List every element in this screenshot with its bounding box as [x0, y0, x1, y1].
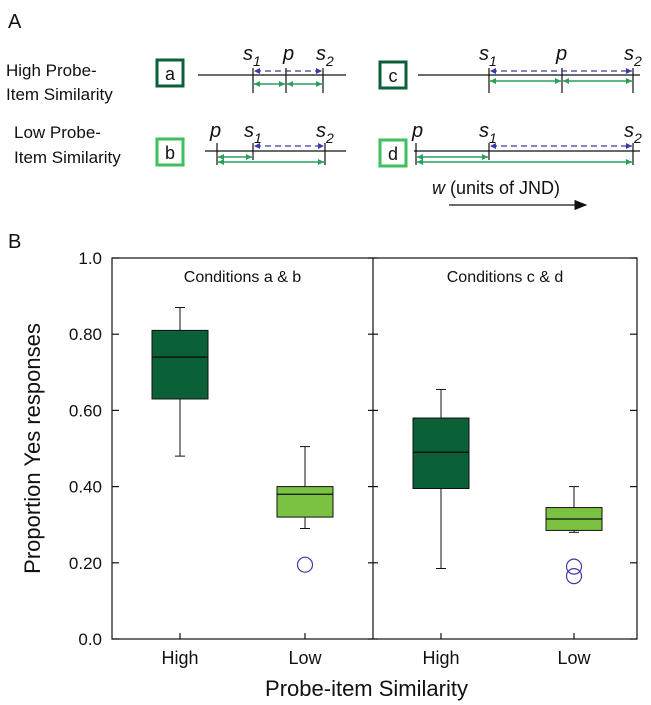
arrowhead-blue-b2: [318, 143, 324, 149]
arrowhead-green-b2: [246, 154, 252, 160]
box-body: [276, 486, 334, 518]
box-high-panel-1: [412, 388, 470, 570]
outlier-point: [296, 556, 314, 573]
y-tick-label: 0.60: [69, 401, 102, 420]
y-tick-label: 0.0: [78, 630, 102, 649]
marker-s2-b: s2: [316, 120, 334, 146]
box-low-panel-0: [276, 446, 334, 573]
panel-title-left: Conditions a & b: [184, 269, 302, 286]
marker-p-b: p: [209, 120, 221, 142]
y-tick-label: 0.40: [69, 478, 102, 497]
diagram-a: s1 p s2: [198, 43, 346, 93]
diagram-c: s1 p s2: [418, 43, 642, 93]
arrowhead-green-d1: [417, 154, 423, 160]
condition-c-box: [378, 60, 408, 90]
arrowhead-green-c2: [555, 78, 561, 84]
diagram-d: p s1 s2: [411, 120, 642, 165]
arrowhead-green-b1: [218, 154, 224, 160]
high-similarity-label-line2: Item Similarity: [6, 85, 113, 104]
x-axis-label: Probe-item Similarity: [265, 676, 468, 701]
marker-s2-a: s2: [316, 43, 334, 69]
box-low-panel-1: [545, 486, 603, 585]
y-tick-label: 0.80: [69, 325, 102, 344]
arrowhead-green-c4: [626, 78, 632, 84]
marker-p-a: p: [282, 43, 294, 65]
arrowhead-green-b3: [218, 159, 224, 165]
x-axis-ticks: High Low High Low: [161, 633, 592, 668]
panel-a-label: A: [8, 11, 22, 33]
low-similarity-label-line2: Item Similarity: [14, 148, 121, 167]
outlier-point: [565, 558, 583, 575]
panel-title-right: Conditions c & d: [447, 269, 564, 286]
high-similarity-label-line1: High Probe-: [6, 61, 97, 80]
arrowhead-green-d2: [482, 154, 488, 160]
arrowhead-green-b4: [318, 159, 324, 165]
marker-s2-c: s2: [624, 43, 642, 69]
marker-s2-d: s2: [624, 120, 642, 146]
marker-p-c: p: [555, 43, 567, 65]
x-tick-label: Low: [288, 648, 322, 668]
marker-s1-d: s1: [479, 120, 497, 146]
panel-b-label: B: [8, 231, 21, 253]
outlier-point: [565, 568, 583, 585]
x-tick-label: High: [422, 648, 459, 668]
condition-b-letter: b: [165, 143, 175, 163]
y-tick-label: 1.0: [78, 249, 102, 268]
arrowhead-green-d3: [417, 159, 423, 165]
arrowhead-blue-c1: [490, 68, 496, 74]
box-high-panel-0: [151, 307, 209, 457]
arrowhead-green-c3: [563, 78, 569, 84]
condition-c-letter: c: [389, 66, 398, 86]
arrowhead-green-d4: [626, 159, 632, 165]
x-tick-label: Low: [557, 648, 591, 668]
box-plot-chart: Conditions a & b Conditions c & d 0.0 0.2…: [20, 249, 638, 701]
arrowhead-green-a3: [287, 81, 293, 87]
panel-a: A High Probe- Item Similarity Low Probe-…: [6, 11, 642, 211]
marker-s1-c: s1: [479, 43, 497, 69]
arrowhead-blue-c2: [626, 68, 632, 74]
x-tick-label: High: [161, 648, 198, 668]
condition-d-letter: d: [388, 144, 398, 164]
condition-b-box: [155, 137, 185, 167]
plot-frame: [111, 257, 638, 640]
condition-a-box: [155, 58, 185, 88]
arrowhead-green-a1: [254, 81, 260, 87]
marker-p-d: p: [411, 120, 423, 142]
marker-s1-b: s1: [244, 120, 262, 146]
y-tick-label: 0.20: [69, 554, 102, 573]
arrowhead-blue-a1: [254, 68, 260, 74]
w-axis-label: w (units of JND): [432, 178, 560, 198]
low-similarity-label-line1: Low Probe-: [14, 123, 101, 142]
arrowhead-green-a2: [279, 81, 285, 87]
arrowhead-blue-d2: [626, 143, 632, 149]
condition-d-box: [378, 138, 408, 168]
arrowhead-blue-d1: [490, 143, 496, 149]
y-axis-label: Proportion Yes responses: [20, 323, 45, 574]
arrowhead-green-a4: [316, 81, 322, 87]
arrowhead-blue-b1: [254, 143, 260, 149]
arrowhead-blue-a2: [316, 68, 322, 74]
boxes: [151, 307, 603, 585]
diagram-b: p s1 s2: [205, 120, 346, 165]
marker-s1-a: s1: [243, 43, 261, 69]
condition-a-letter: a: [165, 64, 176, 84]
box-body: [412, 417, 470, 490]
arrowhead-green-c1: [490, 78, 496, 84]
box-body: [151, 329, 209, 400]
y-axis-ticks: 0.0 0.20 0.40 0.60 0.80 1.0: [69, 249, 637, 649]
